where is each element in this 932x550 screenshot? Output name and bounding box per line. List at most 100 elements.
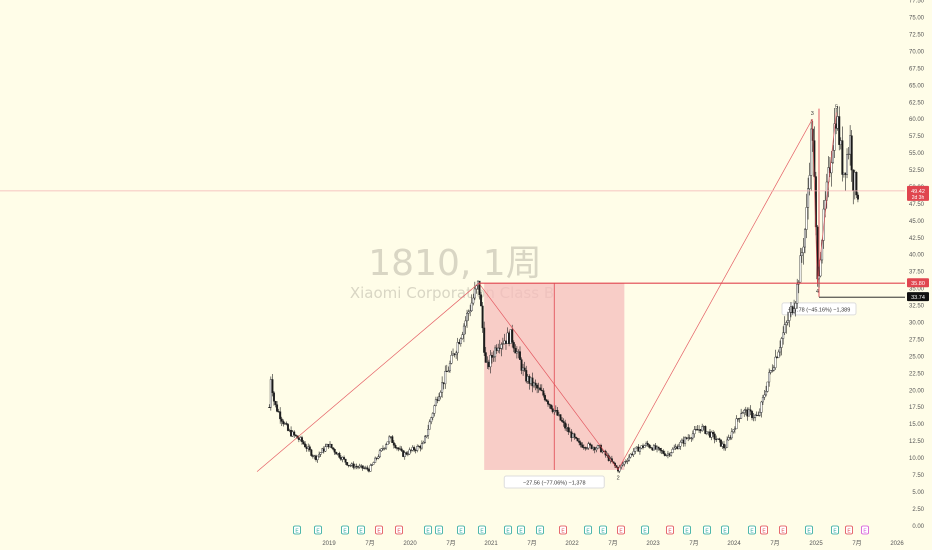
candle-body xyxy=(424,436,427,443)
candle-body xyxy=(738,417,741,419)
candle-body xyxy=(660,450,663,452)
event-badge[interactable] xyxy=(703,525,711,535)
candle-body xyxy=(556,410,559,416)
candle-body xyxy=(838,116,841,145)
event-badge[interactable] xyxy=(617,525,625,535)
candle-body xyxy=(434,399,437,406)
candle-body xyxy=(430,417,433,423)
event-badge[interactable] xyxy=(375,525,383,535)
event-badge[interactable] xyxy=(748,525,756,535)
event-badge[interactable] xyxy=(683,525,691,535)
y-tick-label: 27.50 xyxy=(909,337,925,343)
candle-body xyxy=(780,338,783,348)
event-badge[interactable] xyxy=(457,525,465,535)
event-badge[interactable] xyxy=(536,525,544,535)
candle-body xyxy=(576,438,579,442)
event-badge[interactable] xyxy=(779,525,787,535)
candle-body xyxy=(673,447,676,450)
current-price-tag: 33.74 xyxy=(911,295,925,301)
event-badge[interactable] xyxy=(517,525,525,535)
event-badge[interactable] xyxy=(721,525,729,535)
event-badge[interactable] xyxy=(293,525,301,535)
event-badge[interactable] xyxy=(314,525,322,535)
y-tick-label: 45.00 xyxy=(909,219,925,225)
candle-body xyxy=(769,370,772,373)
event-badge[interactable] xyxy=(395,525,403,535)
event-badge[interactable] xyxy=(435,525,443,535)
candle-body xyxy=(450,355,453,364)
candle-body xyxy=(581,444,584,448)
y-tick-label: 22.50 xyxy=(909,371,925,377)
event-badge[interactable] xyxy=(599,525,607,535)
candle-body xyxy=(807,188,810,208)
candle-body xyxy=(684,437,687,444)
candle-body xyxy=(765,391,768,396)
y-tick-label: 40.00 xyxy=(909,253,925,259)
event-badge[interactable] xyxy=(478,525,486,535)
event-badge[interactable] xyxy=(805,525,813,535)
candle-body xyxy=(819,259,822,277)
candle-body xyxy=(747,409,750,417)
candle-body xyxy=(785,322,788,325)
candle-body xyxy=(634,447,637,452)
event-badge[interactable] xyxy=(357,525,365,535)
wave-line xyxy=(617,119,813,470)
candle-body xyxy=(293,431,296,436)
event-badge[interactable] xyxy=(760,525,768,535)
event-badge-label: E xyxy=(506,528,510,534)
event-badge-label: E xyxy=(705,528,709,534)
candle-body xyxy=(543,395,546,401)
event-badge[interactable] xyxy=(845,525,853,535)
candle-body xyxy=(536,384,539,389)
event-badge[interactable] xyxy=(424,525,432,535)
event-badge[interactable] xyxy=(504,525,512,535)
event-badge[interactable] xyxy=(641,525,649,535)
candle-body xyxy=(439,392,442,398)
event-badge[interactable] xyxy=(341,525,349,535)
y-tick-label: 42.50 xyxy=(909,236,925,242)
y-axis[interactable]: 0.00 2.50 5.00 7.50 10.00 12.50 15.00 17.50 20.0… xyxy=(909,0,925,530)
candle-body xyxy=(494,347,497,358)
candle-body xyxy=(590,444,593,449)
candle-body xyxy=(573,433,576,438)
candle-body xyxy=(280,418,283,422)
candle-body xyxy=(481,305,484,329)
x-axis[interactable]: 2019 7月 2020 7月 2021 7月 2022 7月 2023 7月 2024 7月 2025… xyxy=(322,540,904,547)
candle-body xyxy=(459,338,462,344)
event-badge[interactable] xyxy=(666,525,674,535)
candle-body xyxy=(830,162,833,174)
candle-body xyxy=(761,396,764,403)
event-badge[interactable] xyxy=(584,525,592,535)
horizontal-levels[interactable] xyxy=(0,190,905,298)
event-badge-label: E xyxy=(723,528,727,534)
candle-body xyxy=(766,381,769,392)
candle-body xyxy=(855,172,858,196)
y-tick-label: 17.50 xyxy=(909,405,925,411)
event-badge[interactable] xyxy=(861,525,869,535)
candle-body xyxy=(497,347,500,351)
candle-body xyxy=(464,320,467,327)
candle-body xyxy=(722,443,725,449)
candle-body xyxy=(308,446,311,451)
candle-body xyxy=(693,429,696,435)
candle-body xyxy=(441,382,444,393)
candle-body xyxy=(343,457,346,460)
candle-body xyxy=(394,445,397,448)
y-tick-label: 60.00 xyxy=(909,117,925,123)
candle-body xyxy=(553,410,556,412)
event-badge[interactable] xyxy=(831,525,839,535)
candle-body xyxy=(286,424,289,431)
candle-body xyxy=(628,456,631,461)
event-badge[interactable] xyxy=(559,525,567,535)
y-tick-label: 70.00 xyxy=(909,49,925,55)
candle-body xyxy=(514,348,517,354)
candle-body xyxy=(397,447,400,450)
wave-label: 2 xyxy=(617,476,620,482)
event-badge-label: E xyxy=(847,528,851,534)
candle-body xyxy=(431,413,434,418)
event-badge-label: E xyxy=(377,528,381,534)
candle-body xyxy=(726,439,729,448)
